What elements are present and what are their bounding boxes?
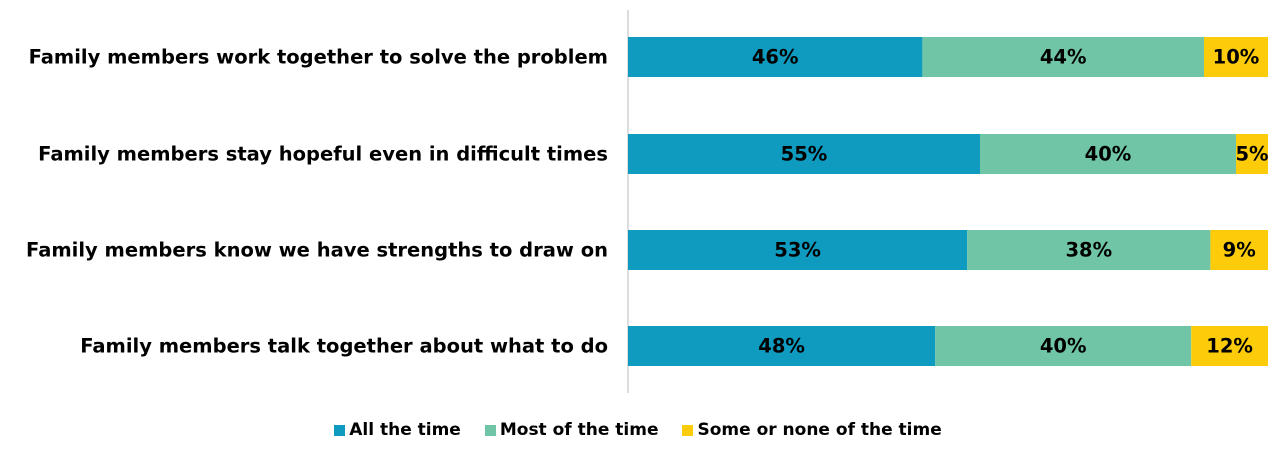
data-label: 44% — [1040, 46, 1087, 69]
bar-segment — [1204, 37, 1268, 77]
bar-segment — [980, 134, 1236, 174]
legend-item: All the time — [334, 420, 461, 440]
category-label: Family members know we have strengths to… — [26, 239, 608, 262]
data-label: 5% — [1235, 143, 1268, 166]
data-label: 9% — [1223, 239, 1256, 262]
data-label: 48% — [758, 335, 805, 358]
bar-segment — [628, 326, 936, 366]
data-label: 46% — [752, 46, 799, 69]
data-label: 10% — [1213, 46, 1260, 69]
legend-label: All the time — [349, 420, 461, 440]
bars-layer: 46% 44% 10% 55% 40% 5% 53% 38% 9% 48% 40% 12% — [628, 37, 1269, 366]
data-label: 40% — [1085, 143, 1132, 166]
legend-label: Most of the time — [499, 420, 659, 440]
legend: All the time Most of the time Some or none… — [0, 420, 1276, 440]
legend-label: Some or none of the time — [697, 420, 942, 440]
category-label: Family members talk together about what … — [80, 335, 608, 358]
bar-segment — [628, 37, 923, 77]
data-label: 12% — [1206, 335, 1253, 358]
legend-swatch — [334, 424, 346, 436]
data-label: 53% — [774, 239, 821, 262]
bar-segment — [628, 230, 968, 270]
bar-segment — [1236, 134, 1268, 174]
data-label: 55% — [781, 143, 828, 166]
bar-segment — [967, 230, 1211, 270]
bar-segment — [935, 326, 1192, 366]
bar-segment — [628, 134, 980, 174]
category-label: Family members stay hopeful even in diff… — [38, 143, 608, 166]
category-labels-layer: Family members work together to solve th… — [26, 46, 608, 358]
data-label: 38% — [1065, 239, 1112, 262]
bar-segment — [1191, 326, 1268, 366]
legend-item: Some or none of the time — [682, 420, 942, 440]
bar-segment — [922, 37, 1204, 77]
legend-swatch — [682, 424, 694, 436]
data-label: 40% — [1040, 335, 1087, 358]
bar-segment — [1210, 230, 1268, 270]
category-label: Family members work together to solve th… — [29, 46, 608, 69]
legend-item: Most of the time — [484, 420, 659, 440]
legend-swatch — [484, 424, 496, 436]
